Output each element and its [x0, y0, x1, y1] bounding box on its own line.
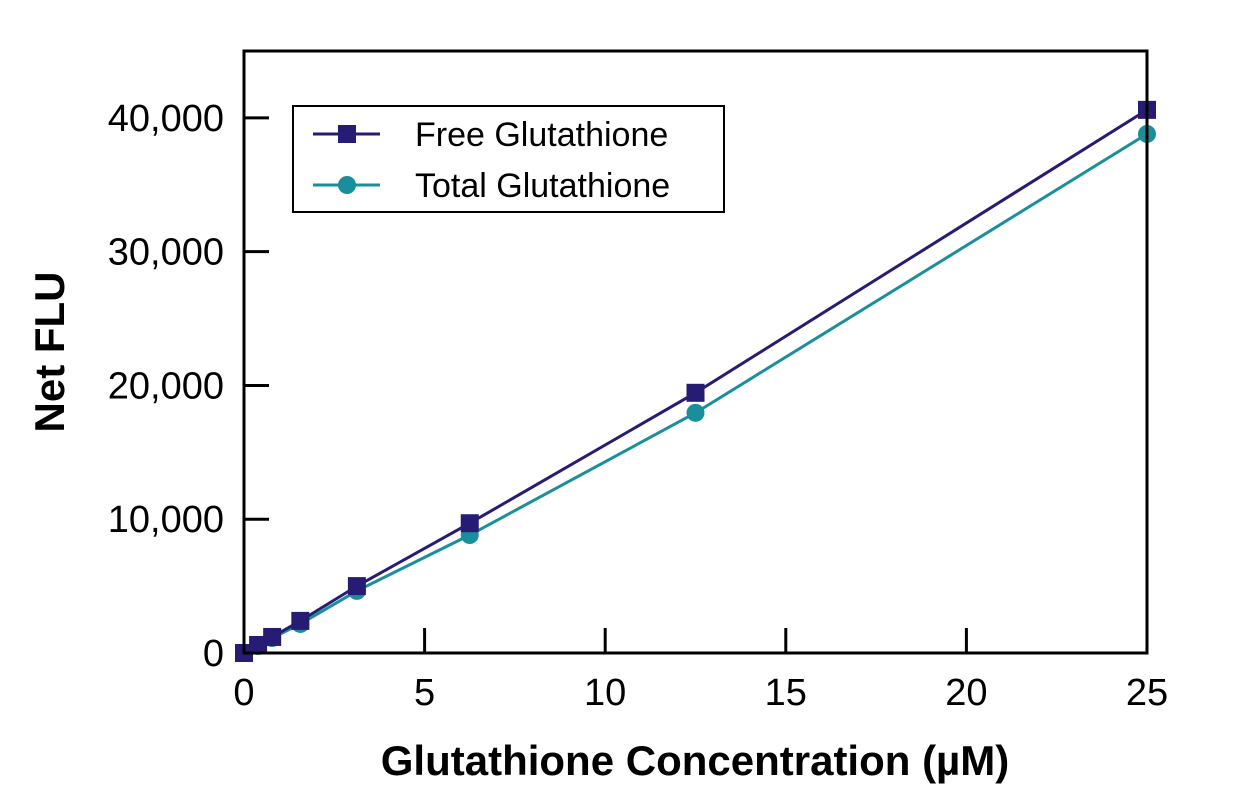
series-free-glutathione: [235, 100, 1156, 662]
x-tick-label: 20: [945, 672, 987, 714]
legend-label-free: Free Glutathione: [415, 116, 668, 154]
x-tick-label: 15: [765, 672, 807, 714]
y-tick-label: 30,000: [108, 232, 224, 274]
x-axis-label: Glutathione Concentration (µM): [381, 737, 1009, 784]
legend-marker-square: [338, 125, 356, 143]
y-tick-label: 40,000: [108, 98, 224, 140]
y-axis-label: Net FLU: [26, 272, 73, 433]
y-tick-label: 10,000: [108, 499, 224, 541]
legend: Free Glutathione Total Glutathione: [292, 105, 725, 213]
plot-frame: [242, 49, 1149, 655]
y-tick-label: 20,000: [108, 365, 224, 407]
data-point: [460, 514, 479, 533]
data-point: [686, 403, 705, 422]
y-tick-label: 0: [203, 633, 224, 675]
data-point: [686, 383, 705, 402]
data-point: [291, 611, 310, 630]
x-tick-label: 0: [233, 672, 254, 714]
legend-box: [292, 105, 725, 213]
legend-label-total: Total Glutathione: [415, 167, 670, 205]
data-point: [249, 635, 268, 654]
x-tick-label: 5: [414, 672, 435, 714]
data-point: [347, 577, 366, 596]
legend-marker-circle: [338, 176, 356, 194]
x-tick-label: 10: [584, 672, 626, 714]
data-point: [263, 627, 282, 646]
x-tick-label: 25: [1126, 672, 1168, 714]
